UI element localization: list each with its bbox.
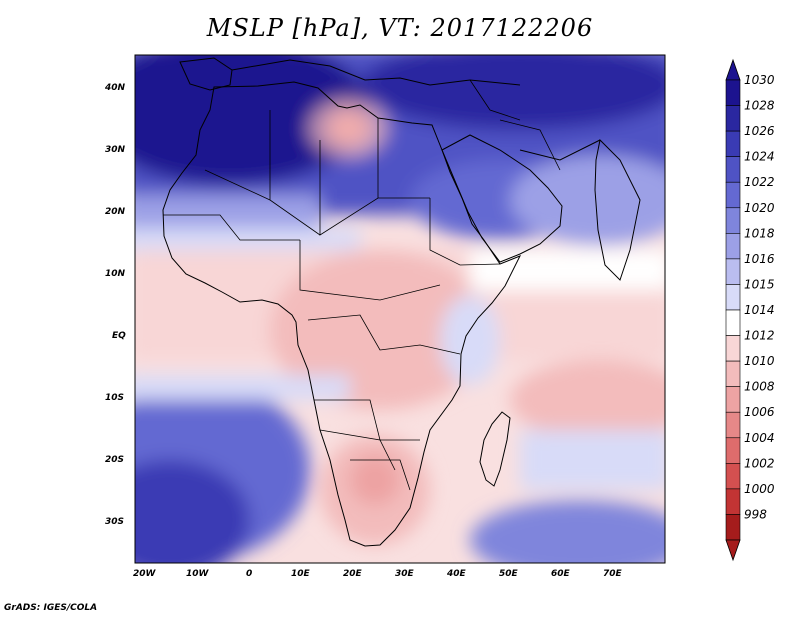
lat-label: 30S (105, 517, 124, 527)
lat-label: 10N (105, 269, 126, 279)
colorbar-label: 1020 (744, 201, 775, 215)
lat-label: 20S (105, 455, 124, 465)
persian-coast (519, 139, 601, 161)
colorbar-label: 1028 (744, 99, 775, 113)
longitude-axis: 20W 10W 0 10E 20E 30E 40E 50E 60E 70E (133, 569, 623, 579)
colorbar-label: 1006 (744, 405, 775, 419)
colorbar-swatch (725, 130, 741, 157)
colorbar-label: 1000 (744, 482, 775, 496)
colorbar-swatch (725, 79, 741, 106)
colorbar-swatch (725, 360, 741, 387)
colorbar-label: 1008 (744, 380, 775, 394)
pressure-field (135, 55, 665, 563)
colorbar-swatch (725, 463, 741, 490)
lon-label: 60E (551, 569, 571, 579)
africa-coastline (162, 81, 522, 547)
colorbar-swatch (725, 105, 741, 132)
coastlines (162, 57, 641, 547)
colorbar-label: 1024 (744, 150, 775, 164)
colorbar-label: 1014 (744, 303, 775, 317)
lon-label: 40E (446, 569, 467, 579)
colorbar-swatch (725, 437, 741, 464)
colorbar-swatch (725, 309, 741, 336)
lat-label: 40N (104, 83, 126, 93)
lat-label: 10S (105, 393, 124, 403)
colorbar-swatch (725, 514, 741, 541)
colorbar-label: 1022 (744, 175, 775, 189)
colorbar-swatch (725, 181, 741, 209)
country-borders (163, 79, 561, 491)
colorbar-label: 998 (744, 507, 767, 521)
colorbar-label: 1030 (744, 73, 775, 87)
lon-label: 70E (603, 569, 623, 579)
colorbar-label: 1012 (744, 329, 775, 343)
madagascar (479, 411, 511, 487)
arabian-peninsula (441, 134, 563, 263)
colorbar-label: 1018 (744, 226, 775, 240)
colorbar-swatch (725, 233, 741, 260)
colorbar-legend: 1030 1028 1026 1024 1022 1020 1018 1016 1015 1014… (725, 58, 775, 562)
colorbar-label: 1002 (744, 456, 775, 470)
colorbar-swatch (725, 207, 741, 234)
latitude-axis: 40N 30N 20N 10N EQ 10S 20S 30S (104, 83, 126, 527)
colorbar-swatch (725, 411, 741, 439)
mediterranean-north (231, 59, 521, 86)
colorbar-swatch (725, 386, 741, 413)
map-frame (134, 54, 666, 564)
lon-label: 10W (186, 569, 210, 579)
colorbar-swatch (725, 284, 741, 311)
lon-label: 30E (395, 569, 415, 579)
chart-title: MSLP [hPa], VT: 2017122206 (206, 14, 594, 42)
colorbar-swatch (725, 335, 741, 362)
lon-label: 0 (246, 569, 252, 579)
colorbar-max-arrow (725, 58, 741, 81)
colorbar-label: 1004 (744, 431, 775, 445)
colorbar-swatch (725, 156, 741, 183)
lon-label: 20E (343, 569, 363, 579)
lat-label: 20N (105, 207, 126, 217)
iberia (179, 57, 233, 91)
lon-label: 50E (499, 569, 519, 579)
colorbar-label: 1015 (744, 277, 775, 291)
colorbar-swatch (725, 258, 741, 285)
lat-label: 30N (105, 145, 126, 155)
lon-label: 10E (291, 569, 311, 579)
grads-credit: GrADS: IGES/COLA (4, 603, 98, 613)
colorbar-label: 1010 (744, 354, 775, 368)
colorbar-label: 1016 (744, 252, 775, 266)
india (594, 138, 641, 281)
colorbar-swatch (725, 488, 741, 515)
colorbar-label: 1026 (744, 124, 775, 138)
lon-label: 20W (133, 569, 157, 579)
colorbar-min-arrow (725, 539, 741, 562)
lat-label: EQ (112, 331, 126, 341)
